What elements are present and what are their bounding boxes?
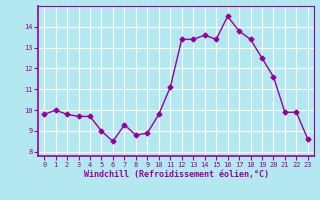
X-axis label: Windchill (Refroidissement éolien,°C): Windchill (Refroidissement éolien,°C) <box>84 170 268 179</box>
